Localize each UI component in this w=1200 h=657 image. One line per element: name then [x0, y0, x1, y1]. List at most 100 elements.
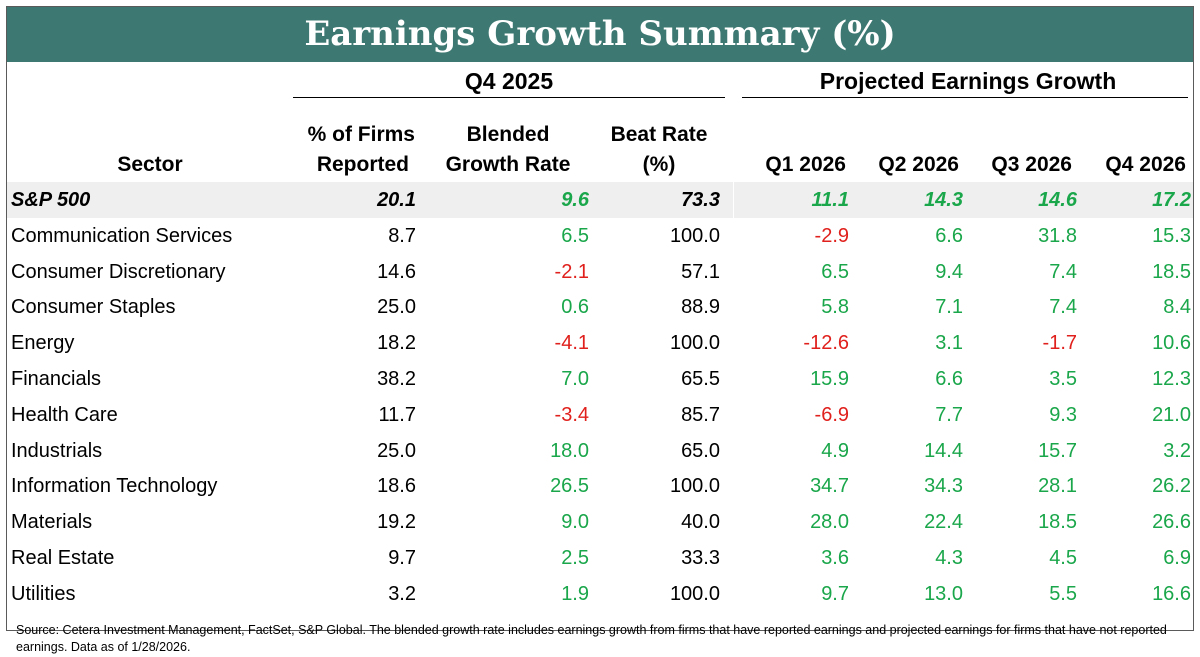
table-cell-q2: 6.6 — [935, 368, 963, 390]
table-cell-q4: 26.2 — [1152, 475, 1191, 498]
table-cell-sector: Consumer Discretionary — [11, 260, 226, 283]
group-underline-projected — [742, 97, 1188, 98]
table-cell-q3: 9.3 — [1049, 403, 1077, 426]
table-cell-reported: 3.2 — [388, 582, 416, 605]
table-frame — [6, 6, 1194, 631]
table-cell-q1: -12.6 — [803, 332, 849, 355]
table-title: Earnings Growth Summary (%) — [7, 7, 1193, 62]
table-cell-q3: 4.5 — [1049, 547, 1077, 569]
table-cell-reported: 20.1 — [377, 189, 416, 211]
table-cell-sector: Health Care — [11, 403, 118, 426]
table-cell-beat: 57.1 — [681, 260, 720, 283]
header-q4-2026: Q4 2026 — [1105, 153, 1186, 176]
table-cell-beat: 65.0 — [681, 439, 720, 462]
table-cell-blended: -4.1 — [554, 332, 589, 355]
table-cell-beat: 100.0 — [669, 332, 720, 355]
table-cell-sector: Communication Services — [11, 224, 233, 247]
table-cell-reported: 19.2 — [377, 511, 416, 534]
header-firms-reported-line2: Reported — [316, 153, 409, 176]
table-cell-q4: 12.3 — [1152, 368, 1191, 390]
table-cell-sector: Utilities — [11, 582, 76, 605]
table-cell-q3: 7.4 — [1049, 296, 1077, 319]
header-q1-2026: Q1 2026 — [765, 153, 846, 176]
table-cell-blended: 9.0 — [561, 511, 589, 534]
table-cell-q2: 7.1 — [935, 296, 963, 319]
table-cell-q2: 14.3 — [924, 189, 963, 211]
table-cell-blended: 9.6 — [561, 189, 589, 211]
table-cell-q3: 14.6 — [1038, 189, 1077, 211]
table-cell-q4: 26.6 — [1152, 511, 1191, 534]
table-cell-q2: 22.4 — [924, 511, 963, 534]
table-cell-q3: 31.8 — [1038, 224, 1077, 247]
table-cell-blended: -3.4 — [554, 403, 589, 426]
table-cell-q4: 8.4 — [1163, 296, 1191, 319]
table-cell-reported: 25.0 — [377, 439, 416, 462]
table-cell-q1: 9.7 — [821, 582, 849, 605]
table-cell-blended: -2.1 — [554, 260, 589, 283]
header-firms-reported-line1: % of Firms — [307, 123, 415, 146]
table-cell-reported: 9.7 — [388, 547, 416, 569]
table-cell-q1: -6.9 — [814, 403, 849, 426]
source-note: Source: Cetera Investment Management, Fa… — [16, 623, 1167, 654]
table-cell-reported: 8.7 — [388, 224, 416, 247]
table-cell-q4: 15.3 — [1152, 224, 1191, 247]
group-header-q4-2025: Q4 2025 — [464, 68, 554, 94]
header-sector: Sector — [117, 153, 183, 176]
table-cell-q2: 13.0 — [924, 582, 963, 605]
table-cell-beat: 100.0 — [669, 582, 720, 605]
table-cell-q2: 3.1 — [935, 332, 963, 355]
table-cell-blended: 26.5 — [550, 475, 589, 498]
group-underline-q4-2025 — [293, 97, 725, 98]
header-beat-line2: (%) — [642, 153, 676, 176]
table-cell-q3: 3.5 — [1049, 368, 1077, 390]
table-cell-q1: 6.5 — [821, 260, 849, 283]
table-cell-q2: 6.6 — [935, 224, 963, 247]
table-cell-sector: Materials — [11, 511, 93, 534]
table-cell-blended: 2.5 — [561, 547, 589, 569]
header-q2-2026: Q2 2026 — [878, 153, 959, 176]
table-cell-reported: 18.2 — [377, 332, 416, 355]
table-cell-sector: Energy — [11, 332, 75, 355]
column-gap-separator — [733, 181, 734, 615]
table-cell-q4: 10.6 — [1152, 332, 1191, 355]
table-cell-q1: 4.9 — [821, 439, 849, 462]
table-cell-blended: 0.6 — [561, 296, 589, 319]
table-cell-beat: 33.3 — [681, 547, 720, 569]
table-cell-beat: 100.0 — [669, 224, 720, 247]
table-cell-reported: 18.6 — [377, 475, 416, 498]
table-cell-q4: 17.2 — [1152, 189, 1191, 211]
table-cell-reported: 14.6 — [377, 260, 416, 283]
table-cell-q4: 21.0 — [1152, 403, 1191, 426]
table-cell-sector: Information Technology — [11, 475, 218, 498]
table-cell-sector: Consumer Staples — [11, 296, 176, 319]
table-cell-q1: 5.8 — [821, 296, 849, 319]
table-cell-reported: 11.7 — [378, 403, 416, 426]
table-cell-q2: 7.7 — [935, 403, 963, 426]
table-cell-blended: 1.9 — [561, 582, 589, 605]
table-cell-q1: 3.6 — [821, 547, 849, 569]
table-cell-q2: 9.4 — [935, 260, 963, 283]
table-cell-q1: 15.9 — [810, 368, 849, 390]
table-cell-q1: 11.1 — [811, 189, 849, 211]
table-cell-beat: 88.9 — [681, 296, 720, 319]
table-cell-q3: 15.7 — [1038, 439, 1077, 462]
table-cell-q4: 16.6 — [1152, 582, 1191, 605]
table-cell-q3: 7.4 — [1049, 260, 1077, 283]
group-header-projected: Projected Earnings Growth — [819, 68, 1117, 94]
table-cell-q3: 5.5 — [1049, 582, 1077, 605]
table-cell-q2: 14.4 — [924, 439, 963, 462]
table-cell-q4: 3.2 — [1163, 439, 1191, 462]
table-cell-beat: 85.7 — [681, 403, 720, 426]
header-blended-line1: Blended — [466, 123, 550, 146]
table-cell-blended: 6.5 — [561, 224, 589, 247]
table-cell-q1: 34.7 — [810, 475, 849, 498]
table-cell-q4: 18.5 — [1152, 260, 1191, 283]
header-blended-line2: Growth Rate — [445, 153, 571, 176]
table-cell-beat: 65.5 — [681, 368, 720, 390]
table-cell-q1: 28.0 — [810, 511, 849, 534]
table-cell-q3: 28.1 — [1038, 475, 1077, 498]
table-cell-q1: -2.9 — [814, 224, 849, 247]
table-cell-q2: 4.3 — [935, 547, 963, 569]
table-cell-q3: -1.7 — [1042, 332, 1077, 355]
table-cell-q3: 18.5 — [1038, 511, 1077, 534]
